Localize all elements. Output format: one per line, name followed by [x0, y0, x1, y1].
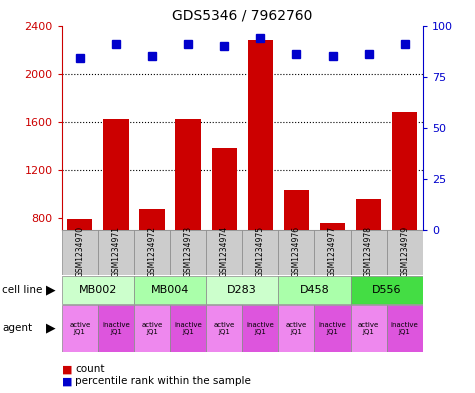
Bar [67, 219, 93, 314]
Text: agent: agent [2, 323, 32, 333]
Text: GSM1234971: GSM1234971 [112, 226, 120, 277]
Bar [134, 276, 206, 304]
Text: active
JQ1: active JQ1 [142, 321, 162, 335]
Text: D458: D458 [300, 285, 329, 295]
Bar [278, 276, 351, 304]
Text: active
JQ1: active JQ1 [214, 321, 235, 335]
Bar [351, 305, 387, 352]
Text: ▶: ▶ [47, 321, 56, 335]
Bar [134, 305, 170, 352]
Bar [62, 230, 98, 275]
Text: GSM1234977: GSM1234977 [328, 226, 337, 277]
Bar [139, 209, 165, 314]
Bar [314, 305, 351, 352]
Text: inactive
JQ1: inactive JQ1 [102, 321, 130, 335]
Bar [103, 119, 129, 314]
Text: GSM1234976: GSM1234976 [292, 226, 301, 277]
Bar [206, 276, 278, 304]
Text: GSM1234973: GSM1234973 [184, 226, 192, 277]
Bar [170, 230, 206, 275]
Bar [62, 305, 98, 352]
Bar [356, 198, 381, 314]
Text: active
JQ1: active JQ1 [69, 321, 90, 335]
Bar [206, 305, 242, 352]
Bar [392, 112, 418, 314]
Bar [242, 230, 278, 275]
Text: inactive
JQ1: inactive JQ1 [319, 321, 346, 335]
Bar [278, 230, 314, 275]
Text: count: count [75, 364, 104, 375]
Bar [351, 276, 423, 304]
Bar [387, 305, 423, 352]
Text: MB004: MB004 [151, 285, 189, 295]
Bar [206, 230, 242, 275]
Bar [98, 230, 134, 275]
Text: GSM1234978: GSM1234978 [364, 226, 373, 277]
Text: ■: ■ [62, 364, 72, 375]
Text: active
JQ1: active JQ1 [286, 321, 307, 335]
Text: ■: ■ [62, 376, 72, 386]
Bar [387, 230, 423, 275]
Bar [211, 148, 237, 314]
Bar [170, 305, 206, 352]
Bar [247, 40, 273, 314]
Text: D283: D283 [228, 285, 257, 295]
Text: percentile rank within the sample: percentile rank within the sample [75, 376, 251, 386]
Bar [242, 305, 278, 352]
Text: active
JQ1: active JQ1 [358, 321, 379, 335]
Text: cell line: cell line [2, 285, 43, 295]
Bar [62, 276, 134, 304]
Bar [351, 230, 387, 275]
Text: GSM1234970: GSM1234970 [76, 226, 84, 277]
Text: MB002: MB002 [79, 285, 117, 295]
Bar [320, 223, 345, 314]
Bar [175, 119, 201, 314]
Title: GDS5346 / 7962760: GDS5346 / 7962760 [172, 9, 313, 23]
Text: inactive
JQ1: inactive JQ1 [247, 321, 274, 335]
Text: GSM1234972: GSM1234972 [148, 226, 156, 277]
Text: GSM1234979: GSM1234979 [400, 226, 409, 277]
Bar [98, 305, 134, 352]
Text: inactive
JQ1: inactive JQ1 [391, 321, 418, 335]
Text: inactive
JQ1: inactive JQ1 [174, 321, 202, 335]
Text: GSM1234975: GSM1234975 [256, 226, 265, 277]
Bar [314, 230, 351, 275]
Bar [278, 305, 314, 352]
Bar [134, 230, 170, 275]
Bar [284, 190, 309, 314]
Text: GSM1234974: GSM1234974 [220, 226, 228, 277]
Text: D556: D556 [372, 285, 401, 295]
Text: ▶: ▶ [47, 283, 56, 296]
